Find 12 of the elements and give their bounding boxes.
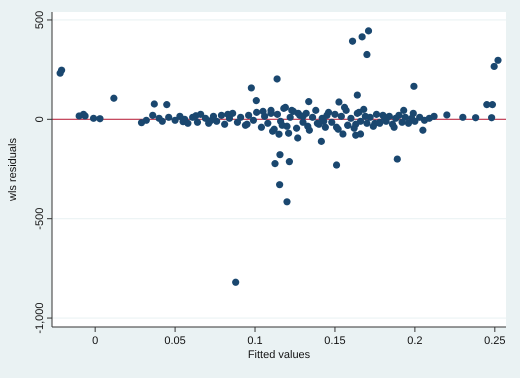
x-tick-label: 0 [92,335,98,347]
y-tick-label: 500 [34,10,46,30]
x-tick-label: 0.1 [247,335,263,347]
x-tick-label: 0.2 [407,335,423,347]
x-axis-title: Fitted values [248,349,311,361]
y-tick-label: 0 [34,116,46,122]
x-tick-label: 0.05 [164,335,186,347]
y-axis-title: wls residuals [7,138,19,202]
y-tick-label: -1,000 [34,302,46,334]
x-tick-label: 0.15 [324,335,346,347]
x-tick-label: 0.25 [484,335,506,347]
y-tick-label: -500 [34,208,46,230]
